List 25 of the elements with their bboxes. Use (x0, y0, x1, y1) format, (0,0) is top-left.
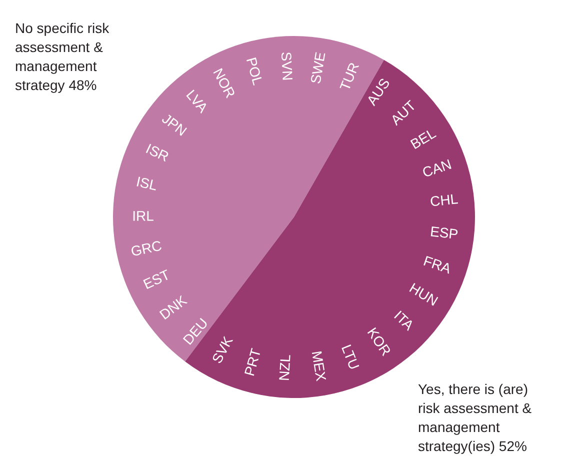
text: ITA (391, 307, 418, 334)
text: SVK (208, 333, 236, 366)
text: BEL (408, 124, 439, 152)
text: FRA (422, 252, 454, 277)
text: NZL (276, 354, 294, 382)
text: NOR (210, 66, 239, 100)
text: HUN (406, 280, 441, 309)
text: LTU (338, 342, 363, 372)
text: SWE (307, 50, 328, 85)
text: MEX (308, 350, 330, 383)
text: GRC (129, 237, 164, 260)
text: ISL (134, 173, 160, 194)
text: EST (140, 266, 173, 292)
text: CHL (429, 190, 460, 210)
text: ESP (429, 223, 459, 242)
text: SVN (278, 51, 296, 81)
text: CAN (420, 156, 454, 180)
text: TUR (336, 60, 362, 93)
text: IRL (132, 208, 154, 224)
text: POL (243, 56, 266, 87)
slice-label: No specific risk assessment & management strategy 48% (15, 20, 110, 93)
text: ISR (144, 140, 172, 165)
slice-label: Yes, there is (are) risk assessment & management strategy(ies) 52% (418, 381, 532, 454)
text: PRT (240, 346, 264, 378)
text: JPN (159, 110, 190, 139)
